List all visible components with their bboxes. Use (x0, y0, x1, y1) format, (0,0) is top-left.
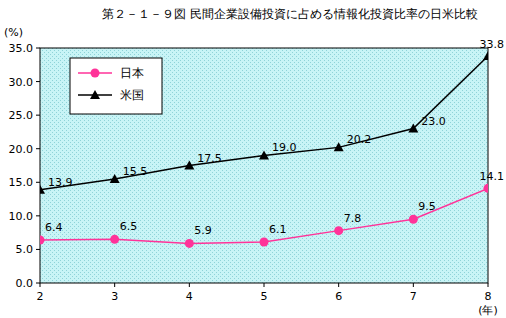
series-group (40, 51, 488, 248)
x-tick-label: 8 (485, 290, 492, 303)
data-label: 23.0 (421, 115, 446, 128)
x-tick-label: 7 (410, 290, 417, 303)
data-label: 19.0 (272, 141, 297, 154)
data-labels: 6.4 6.5 5.9 6.1 7.8 9.5 14.1 13.9 15.5 17.5 19.0 20… (45, 38, 504, 237)
marker (483, 51, 488, 60)
y-tick-label: 0.0 (16, 277, 34, 290)
marker (110, 174, 120, 183)
y-tick (36, 249, 40, 250)
y-tick-label: 5.0 (16, 243, 34, 256)
data-label: 33.8 (480, 38, 505, 51)
x-tick-label: 3 (111, 290, 118, 303)
plot-area (40, 48, 488, 283)
data-label: 13.9 (48, 176, 73, 189)
y-tick-label: 25.0 (9, 109, 34, 122)
legend-marker (90, 90, 100, 99)
legend-box (70, 58, 162, 114)
x-tick (338, 283, 339, 287)
data-label: 5.9 (194, 224, 212, 237)
legend-label: 日本 (120, 66, 144, 80)
x-tick (488, 283, 489, 287)
x-tick-label: 2 (37, 290, 44, 303)
series-line (40, 188, 488, 243)
data-label: 14.1 (480, 170, 505, 183)
x-tick (114, 283, 115, 287)
y-tick (36, 148, 40, 149)
x-tick (189, 283, 190, 287)
marker (484, 184, 489, 193)
marker (334, 226, 343, 235)
data-label: 20.2 (347, 133, 372, 146)
x-tick-label: 4 (186, 290, 193, 303)
marker (185, 239, 194, 248)
plot-frame (40, 48, 488, 283)
x-tick (413, 283, 414, 287)
y-tick-label: 15.0 (9, 176, 34, 189)
x-tick (264, 283, 265, 287)
y-tick-label: 30.0 (9, 76, 34, 89)
y-axis-label: (%) (4, 26, 23, 39)
y-tick (36, 48, 40, 49)
y-tick (36, 115, 40, 116)
marker (184, 161, 194, 170)
y-tick-label: 35.0 (9, 42, 34, 55)
data-label: 17.5 (197, 152, 222, 165)
marker (408, 124, 418, 133)
series-line (40, 56, 488, 190)
legend-marker (91, 69, 100, 78)
marker (409, 215, 418, 224)
x-axis-label: (年) (478, 304, 498, 317)
marker (40, 185, 45, 194)
marker (260, 238, 269, 247)
data-label: 6.4 (45, 221, 63, 234)
x-tick-label: 5 (261, 290, 268, 303)
data-label: 6.1 (269, 223, 287, 236)
legend: 日本米国 (70, 58, 162, 114)
y-tick (36, 283, 40, 284)
marker (334, 142, 344, 151)
marker (259, 150, 269, 159)
y-tick (36, 215, 40, 216)
data-label: 9.5 (418, 200, 436, 213)
x-tick-label: 6 (335, 290, 342, 303)
marker (40, 236, 45, 245)
y-tick-label: 10.0 (9, 210, 34, 223)
data-label: 7.8 (344, 212, 362, 225)
y-tick (36, 81, 40, 82)
data-label: 15.5 (123, 165, 147, 178)
y-tick (36, 182, 40, 183)
data-label: 6.5 (120, 220, 137, 233)
marker (110, 235, 119, 244)
legend-label: 米国 (120, 88, 144, 102)
title: 第２－１－９図 民間企業設備投資に占める情報化投資比率の日米比較 (102, 7, 478, 21)
chart: 第２－１－９図 民間企業設備投資に占める情報化投資比率の日米比較 (%) (年) 0.… (0, 0, 506, 318)
y-tick-label: 20.0 (9, 143, 34, 156)
x-tick (40, 283, 41, 287)
